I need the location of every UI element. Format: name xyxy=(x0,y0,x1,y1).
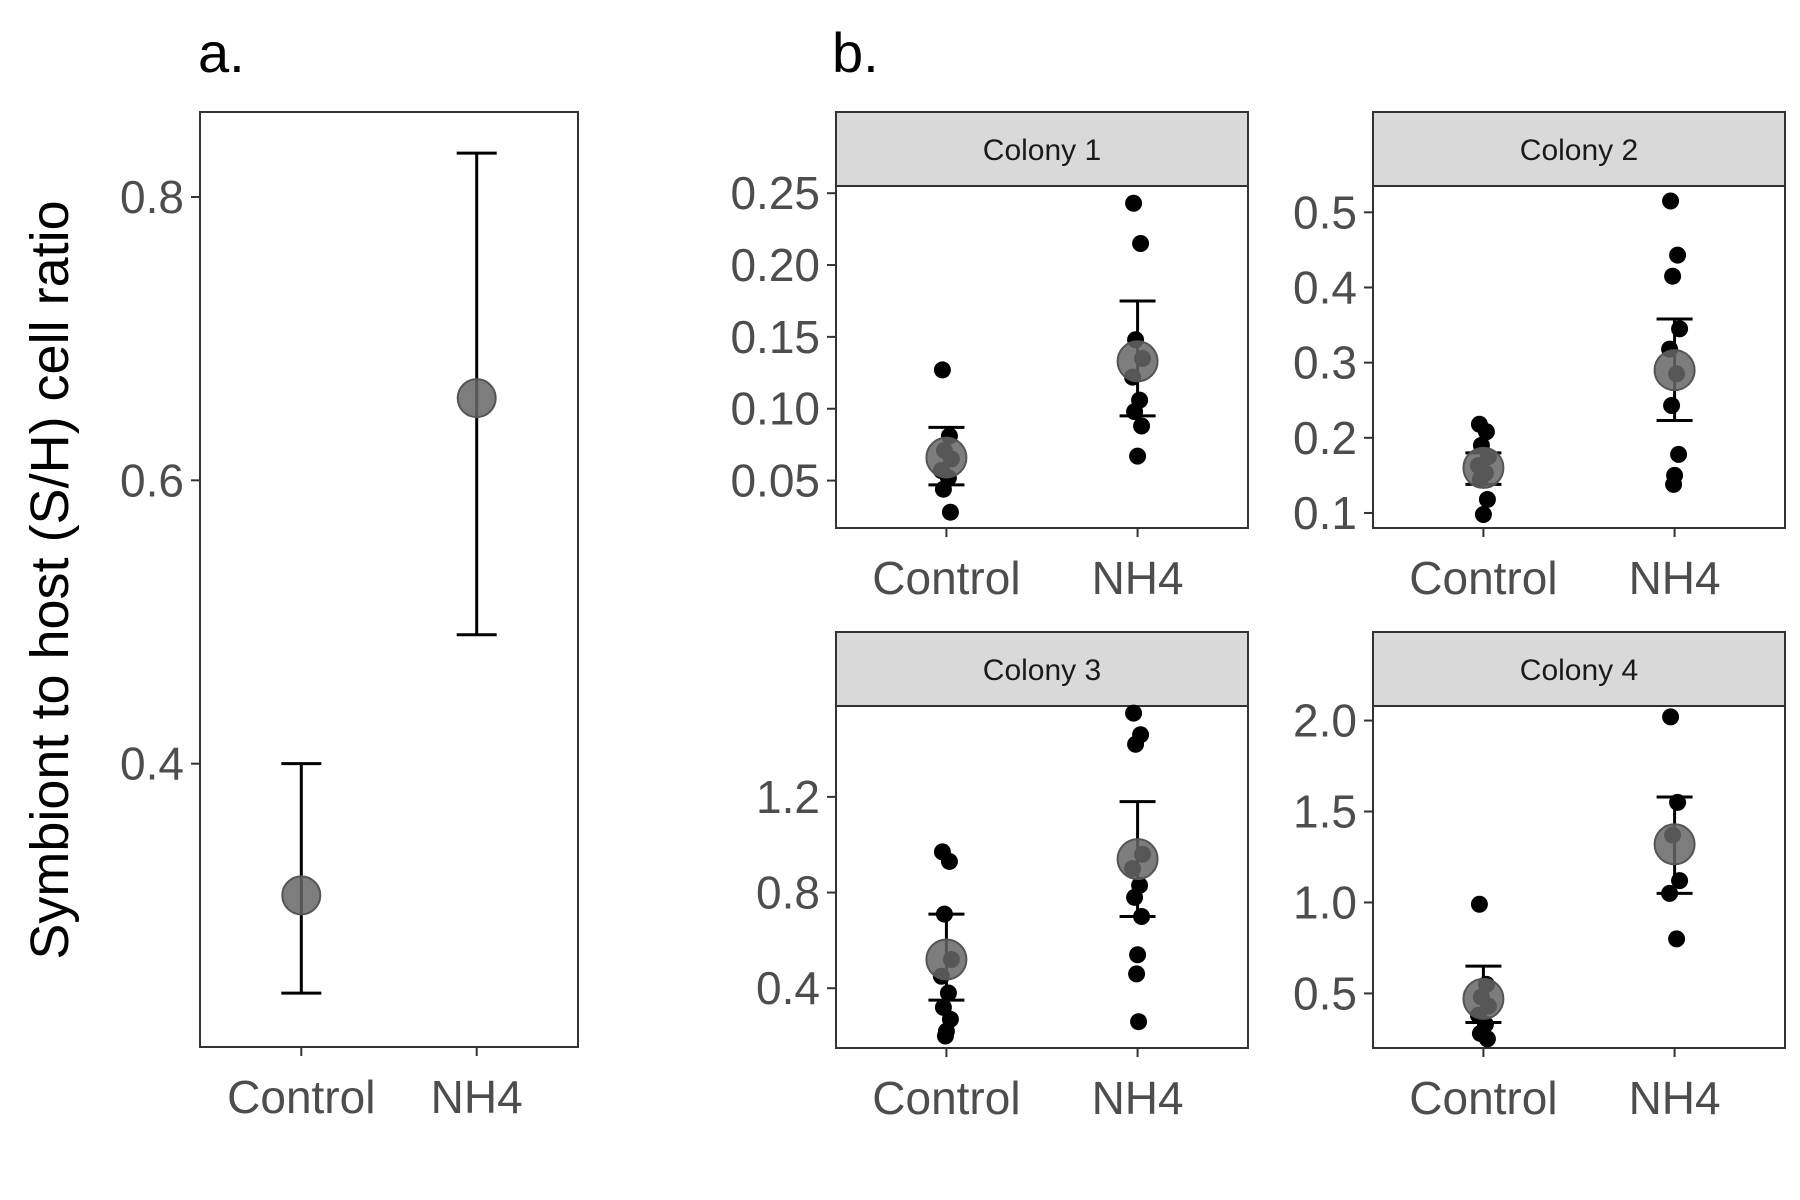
data-point xyxy=(1662,708,1680,726)
y-tick-label: 0.1 xyxy=(1293,487,1357,539)
data-point xyxy=(1129,946,1147,964)
data-point xyxy=(1478,1030,1496,1048)
x-tick-label: NH4 xyxy=(1629,1072,1721,1124)
data-point xyxy=(1132,234,1150,252)
y-tick-label: 0.05 xyxy=(730,455,820,507)
y-tick-label: 0.4 xyxy=(756,962,820,1014)
panel-a-tag: a. xyxy=(198,21,245,84)
facet-strip-label: Colony 3 xyxy=(983,654,1101,687)
mean-point xyxy=(1462,446,1505,489)
data-point xyxy=(1130,1013,1148,1031)
panel-b1: Colony 1 0.05 0.10 0.15 0.20 0.25 Control NH4 xyxy=(730,111,1249,604)
data-point xyxy=(941,503,959,521)
mean-point xyxy=(925,938,968,981)
x-tick-label: Control xyxy=(872,552,1020,604)
plot-frame xyxy=(835,185,1249,529)
y-tick-label: 0.15 xyxy=(730,311,820,363)
data-point xyxy=(1665,475,1683,493)
y-tick-label: 0.20 xyxy=(730,239,820,291)
data-point xyxy=(1669,246,1687,264)
data-point xyxy=(933,361,951,379)
panel-b2: Colony 2 0.1 0.2 0.3 0.4 0.5 Control NH4 xyxy=(1293,111,1786,604)
y-tick-label: 0.3 xyxy=(1293,337,1357,389)
y-tick-label: 0.8 xyxy=(756,867,820,919)
data-point xyxy=(1133,417,1151,435)
y-tick-label: 0.6 xyxy=(120,454,184,506)
mean-point xyxy=(456,378,497,419)
panel-a: 0.4 0.6 0.8 Control NH4 xyxy=(120,111,579,1123)
mean-point xyxy=(1653,349,1696,392)
facet-strip xyxy=(835,111,1249,187)
facet-strip-label: Colony 4 xyxy=(1520,654,1638,687)
data-point xyxy=(1125,704,1143,722)
mean-point xyxy=(1116,838,1159,881)
data-point xyxy=(1668,930,1686,948)
facet-strip xyxy=(1372,631,1786,707)
y-axis-title: Symbiont to host (S/H) cell ratio xyxy=(20,200,80,959)
data-point xyxy=(1474,505,1492,523)
data-point xyxy=(1470,895,1488,913)
data-point xyxy=(1128,965,1146,983)
mean-point xyxy=(1116,340,1159,383)
plot-frame xyxy=(1372,185,1786,529)
facet-strip xyxy=(835,631,1249,707)
y-tick-label: 0.4 xyxy=(1293,261,1357,313)
y-tick-label: 0.10 xyxy=(730,383,820,435)
mean-point xyxy=(1462,977,1505,1020)
y-tick-label: 2.0 xyxy=(1293,695,1357,747)
data-point xyxy=(1670,445,1688,463)
y-tick-label: 0.2 xyxy=(1293,412,1357,464)
x-tick-label: NH4 xyxy=(1629,552,1721,604)
x-tick-label: NH4 xyxy=(431,1071,523,1123)
facet-strip xyxy=(1372,111,1786,187)
y-tick-label: 0.5 xyxy=(1293,186,1357,238)
data-point xyxy=(1478,490,1496,508)
plot-frame xyxy=(835,705,1249,1049)
y-tick-label: 1.0 xyxy=(1293,876,1357,928)
panel-b-tag: b. xyxy=(832,21,879,84)
mean-point xyxy=(925,436,968,479)
plot-frame xyxy=(199,111,579,1048)
facet-strip-label: Colony 2 xyxy=(1520,134,1638,167)
data-point xyxy=(1127,735,1145,753)
data-point xyxy=(1125,194,1143,212)
x-tick-label: NH4 xyxy=(1092,552,1184,604)
panel-b3: Colony 3 0.4 0.8 1.2 Control NH4 xyxy=(756,631,1249,1124)
y-tick-label: 0.4 xyxy=(120,738,184,790)
y-tick-label: 0.5 xyxy=(1293,967,1357,1019)
x-tick-label: Control xyxy=(872,1072,1020,1124)
x-tick-label: NH4 xyxy=(1092,1072,1184,1124)
data-point xyxy=(940,852,958,870)
mean-point xyxy=(1653,823,1696,866)
data-point xyxy=(1663,396,1681,414)
data-point xyxy=(939,984,957,1002)
data-point xyxy=(1664,267,1682,285)
data-point xyxy=(1477,423,1495,441)
y-tick-label: 1.5 xyxy=(1293,786,1357,838)
chart-panels: 0.4 0.6 0.8 Control NH4 Colony 1 0.05 0.10 0.15 0… xyxy=(120,111,1786,1124)
data-point xyxy=(1126,888,1144,906)
mean-point xyxy=(281,875,322,916)
y-tick-label: 1.2 xyxy=(756,771,820,823)
plot-frame xyxy=(1372,705,1786,1049)
y-tick-label: 0.25 xyxy=(730,167,820,219)
x-tick-label: Control xyxy=(227,1071,375,1123)
data-point xyxy=(1129,447,1147,465)
data-point xyxy=(936,1027,954,1045)
y-tick-label: 0.8 xyxy=(120,171,184,223)
panel-b4: Colony 4 0.5 1.0 1.5 2.0 Control NH4 xyxy=(1293,631,1786,1124)
x-tick-label: Control xyxy=(1409,1072,1557,1124)
data-point xyxy=(1662,192,1680,210)
data-point xyxy=(934,480,952,498)
x-tick-label: Control xyxy=(1409,552,1557,604)
facet-strip-label: Colony 1 xyxy=(983,134,1101,167)
